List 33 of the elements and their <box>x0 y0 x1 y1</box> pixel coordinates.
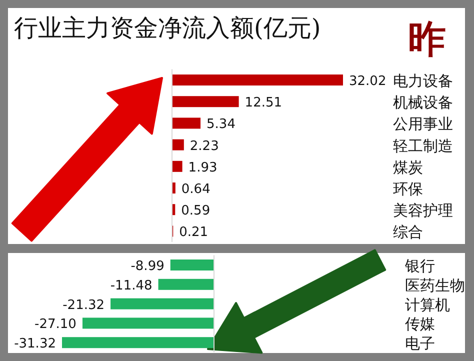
y-tick-label: 环保 <box>393 180 423 198</box>
data-label: 5.34 <box>206 117 236 132</box>
data-label: 32.02 <box>349 74 386 89</box>
y-tick-label: 综合 <box>393 223 423 242</box>
y-tick-label: 美容护理 <box>393 202 453 220</box>
data-label: 2.23 <box>190 138 219 154</box>
data-label: -27.10 <box>34 317 76 332</box>
data-label: 0.21 <box>179 225 208 240</box>
data-label: -11.48 <box>110 278 152 294</box>
bar <box>172 118 201 129</box>
bar <box>172 139 184 150</box>
y-tick-label: 传媒 <box>405 315 435 334</box>
data-label: -31.32 <box>14 336 56 352</box>
y-tick-label: 轻工制造 <box>393 136 453 155</box>
data-label: -8.99 <box>130 259 164 274</box>
y-tick-label: 公用事业 <box>393 115 453 134</box>
data-label: 0.64 <box>181 182 210 197</box>
bar <box>172 96 239 108</box>
text: 昨 <box>408 17 446 61</box>
data-label: 12.51 <box>244 96 282 111</box>
y-tick-label: 机械设备 <box>393 94 453 112</box>
y-tick-label: 医药生物 <box>405 276 465 294</box>
chart-title: 行业主力资金净流入额(亿元) <box>14 14 321 42</box>
y-tick-label: 煤炭 <box>393 158 423 176</box>
y-tick-label: 电力设备 <box>393 72 453 90</box>
data-label: -21.32 <box>62 298 105 313</box>
y-tick-label: 银行 <box>404 257 435 275</box>
bar <box>172 160 182 172</box>
bar <box>172 74 343 86</box>
y-tick-label: 电子 <box>405 334 435 353</box>
data-label: 0.59 <box>181 204 210 219</box>
y-tick-label: 计算机 <box>405 296 450 314</box>
data-label: 1.93 <box>188 160 218 176</box>
